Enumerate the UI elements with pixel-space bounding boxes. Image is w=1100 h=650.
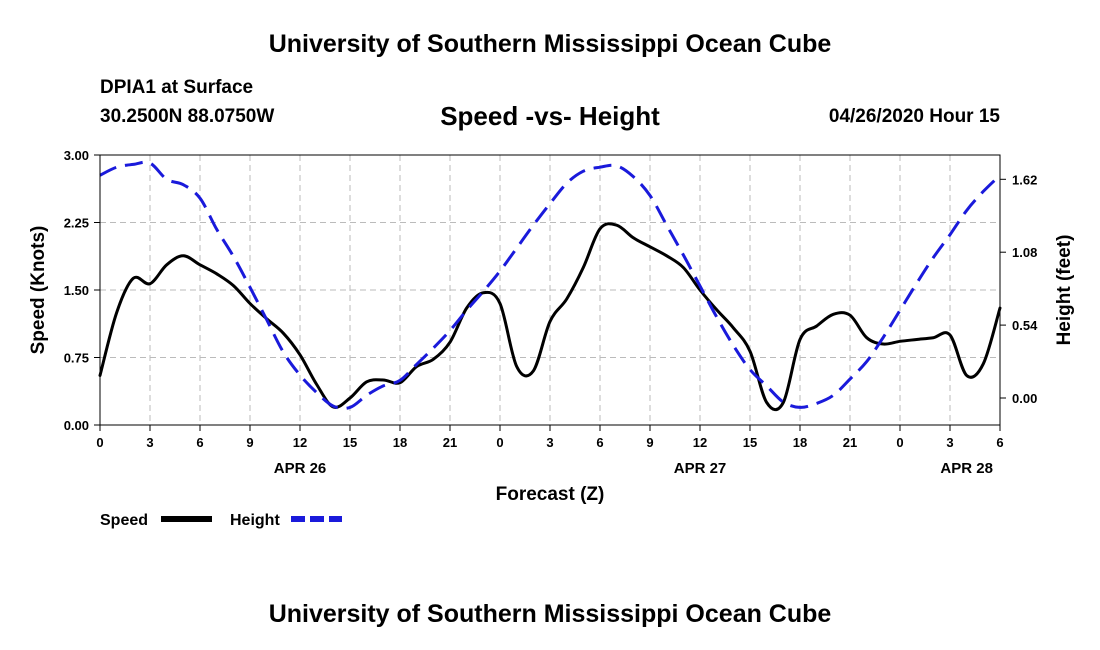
x-tick-label: 12 <box>693 435 707 450</box>
x-tick-label: 6 <box>996 435 1003 450</box>
y-tick-label: 3.00 <box>64 148 89 163</box>
x-tick-label: 15 <box>343 435 357 450</box>
x-tick-label: 6 <box>596 435 603 450</box>
x-axis-label: Forecast (Z) <box>496 484 605 505</box>
legend: Speed Height <box>100 512 342 529</box>
x-tick-label: 18 <box>393 435 407 450</box>
date-label: APR 28 <box>940 460 993 477</box>
x-tick-label: 9 <box>646 435 653 450</box>
y2-tick-label: 0.54 <box>1012 318 1038 333</box>
y-tick-label: 1.50 <box>64 283 89 298</box>
x-tick-label: 3 <box>146 435 153 450</box>
height-series-line <box>99 160 1002 410</box>
axis-ticks: 0 3 6 9 12 15 18 21 0 3 6 9 12 15 18 21 0 3 6 0.00 0.75 1.50 2… <box>64 148 1038 477</box>
page-title: University of Southern Mississippi Ocean… <box>268 30 832 58</box>
coordinates-label: 30.2500N 88.0750W <box>100 106 275 127</box>
chart-title: Speed -vs- Height <box>440 101 660 131</box>
x-tick-label: 0 <box>96 435 103 450</box>
y2-axis-label: Height (feet) <box>1054 235 1075 346</box>
date-label: APR 26 <box>274 460 327 477</box>
footer-title: University of Southern Mississippi Ocean… <box>268 600 832 628</box>
x-tick-label: 15 <box>743 435 757 450</box>
grid <box>100 155 1000 425</box>
x-tick-label: 18 <box>793 435 807 450</box>
y-tick-label: 0.75 <box>64 351 89 366</box>
speed-legend-label: Speed <box>100 512 148 529</box>
height-legend-label: Height <box>230 512 280 529</box>
x-tick-label: 3 <box>946 435 953 450</box>
y-tick-label: 0.00 <box>64 418 89 433</box>
y2-tick-label: 1.62 <box>1012 172 1037 187</box>
x-tick-label: 6 <box>196 435 203 450</box>
x-tick-label: 12 <box>293 435 307 450</box>
x-tick-label: 0 <box>496 435 503 450</box>
forecast-datetime: 04/26/2020 Hour 15 <box>828 106 1000 127</box>
x-tick-label: 3 <box>546 435 553 450</box>
y-axis-label: Speed (Knots) <box>28 226 49 355</box>
x-tick-label: 9 <box>246 435 253 450</box>
y-tick-label: 2.25 <box>64 216 89 231</box>
x-tick-label: 21 <box>443 435 457 450</box>
series-lines <box>98 160 1002 412</box>
y2-tick-label: 0.00 <box>1012 391 1037 406</box>
date-label: APR 27 <box>674 460 727 477</box>
x-tick-label: 0 <box>896 435 903 450</box>
station-label: DPIA1 at Surface <box>100 77 254 98</box>
speed-series-line <box>98 222 1002 412</box>
x-tick-label: 21 <box>843 435 857 450</box>
y2-tick-label: 1.08 <box>1012 245 1037 260</box>
